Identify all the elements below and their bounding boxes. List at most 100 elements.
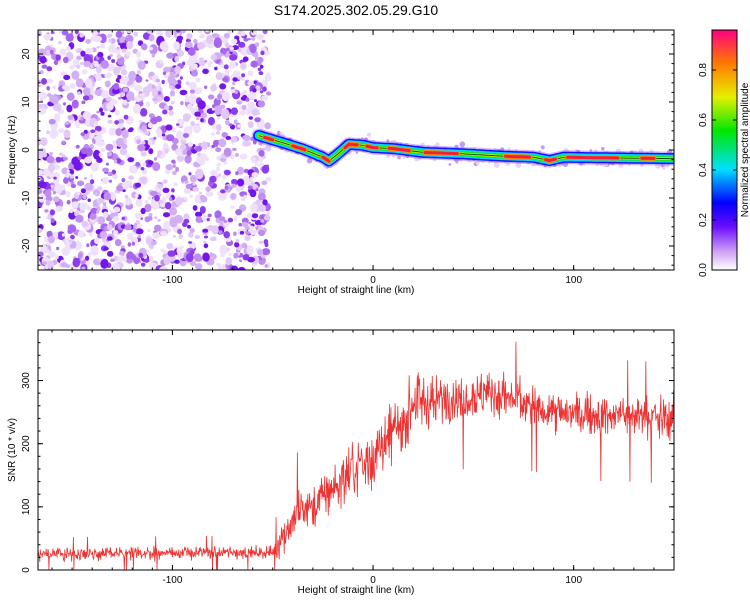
noise-speckle — [249, 225, 254, 230]
noise-speckle — [174, 148, 183, 156]
noise-speckle — [116, 185, 124, 192]
noise-speckle — [204, 60, 208, 63]
noise-speckle — [42, 261, 48, 265]
noise-speckle — [233, 119, 238, 125]
ridge-halo-speckle — [601, 146, 605, 151]
noise-speckle — [60, 184, 66, 191]
noise-speckle — [191, 63, 198, 70]
noise-speckle — [254, 42, 260, 47]
noise-speckle — [128, 127, 134, 131]
ridge-halo-speckle — [662, 166, 666, 170]
noise-speckle — [188, 141, 194, 147]
noise-speckle — [121, 177, 126, 183]
noise-speckle — [239, 153, 248, 160]
noise-speckle — [103, 192, 112, 201]
noise-speckle — [260, 219, 265, 223]
noise-speckle — [82, 69, 88, 75]
noise-speckle — [74, 211, 80, 217]
noise-speckle — [110, 258, 115, 262]
noise-speckle — [159, 41, 168, 51]
noise-speckle — [116, 46, 120, 50]
noise-speckle — [53, 176, 57, 180]
noise-speckle — [108, 44, 117, 53]
noise-speckle — [207, 62, 212, 67]
noise-speckle — [228, 253, 232, 256]
spectrogram-x-tick-label: 100 — [565, 275, 582, 286]
noise-speckle — [144, 203, 152, 213]
noise-speckle — [254, 117, 261, 123]
noise-speckle — [148, 212, 153, 217]
noise-speckle — [100, 111, 105, 116]
noise-speckle — [107, 114, 112, 118]
ridge-hot-segment — [423, 151, 459, 156]
noise-speckle — [98, 152, 104, 157]
noise-speckle — [124, 194, 129, 199]
noise-speckle — [214, 210, 222, 219]
noise-speckle — [194, 87, 203, 95]
noise-speckle — [75, 144, 80, 149]
noise-speckle — [62, 56, 69, 64]
noise-speckle — [165, 202, 172, 210]
noise-speckle — [96, 197, 105, 204]
noise-speckle — [233, 216, 238, 221]
noise-speckle — [205, 191, 213, 197]
noise-speckle — [157, 82, 162, 87]
noise-speckle — [247, 70, 254, 76]
noise-speckle — [138, 252, 144, 259]
noise-speckle — [159, 266, 168, 270]
noise-speckle — [114, 49, 121, 54]
noise-speckle — [234, 91, 238, 94]
noise-speckle — [93, 121, 98, 127]
noise-speckle — [116, 54, 122, 59]
noise-speckle — [127, 242, 132, 247]
noise-speckle — [262, 30, 268, 35]
noise-speckle — [203, 243, 209, 249]
noise-speckle — [261, 39, 266, 43]
noise-speckle — [107, 119, 113, 124]
spectrogram-y-tick-label: 0 — [21, 147, 32, 153]
noise-speckle — [77, 252, 83, 259]
noise-speckle — [262, 199, 268, 206]
noise-speckle — [117, 255, 125, 263]
noise-speckle — [258, 149, 265, 157]
noise-speckle — [152, 162, 161, 172]
noise-speckle — [174, 56, 180, 62]
noise-speckle — [108, 179, 113, 183]
noise-speckle — [192, 186, 199, 192]
noise-speckle — [55, 205, 63, 212]
noise-speckle — [250, 203, 258, 213]
noise-speckle — [219, 83, 227, 90]
noise-speckle — [67, 224, 77, 233]
noise-speckle — [177, 228, 183, 235]
noise-speckle — [144, 199, 149, 204]
noise-speckle — [252, 140, 257, 145]
noise-speckle — [251, 108, 259, 116]
noise-speckle — [82, 194, 87, 200]
noise-speckle — [114, 239, 122, 247]
noise-speckle — [224, 32, 230, 39]
noise-speckle — [47, 93, 52, 97]
noise-speckle — [152, 203, 160, 209]
noise-speckle — [66, 199, 71, 205]
noise-speckle — [218, 266, 222, 270]
noise-speckle — [241, 73, 246, 78]
noise-speckle — [38, 48, 47, 57]
noise-speckle — [38, 83, 43, 86]
noise-speckle — [199, 57, 204, 61]
noise-speckle — [153, 136, 157, 140]
noise-speckle — [168, 110, 174, 116]
noise-speckle — [99, 107, 103, 113]
noise-speckle — [90, 207, 98, 215]
noise-speckle — [237, 266, 246, 270]
noise-speckle — [54, 103, 62, 112]
chart-title: S174.2025.302.05.29.G10 — [274, 2, 438, 18]
colorbar-gradient — [712, 30, 737, 270]
noise-speckle — [154, 100, 158, 105]
noise-speckle — [200, 153, 208, 161]
noise-speckle — [94, 125, 102, 132]
noise-speckle — [96, 110, 100, 114]
noise-speckle — [151, 240, 157, 246]
noise-speckle — [154, 224, 162, 232]
noise-speckle — [185, 253, 194, 262]
noise-speckle — [63, 177, 69, 184]
